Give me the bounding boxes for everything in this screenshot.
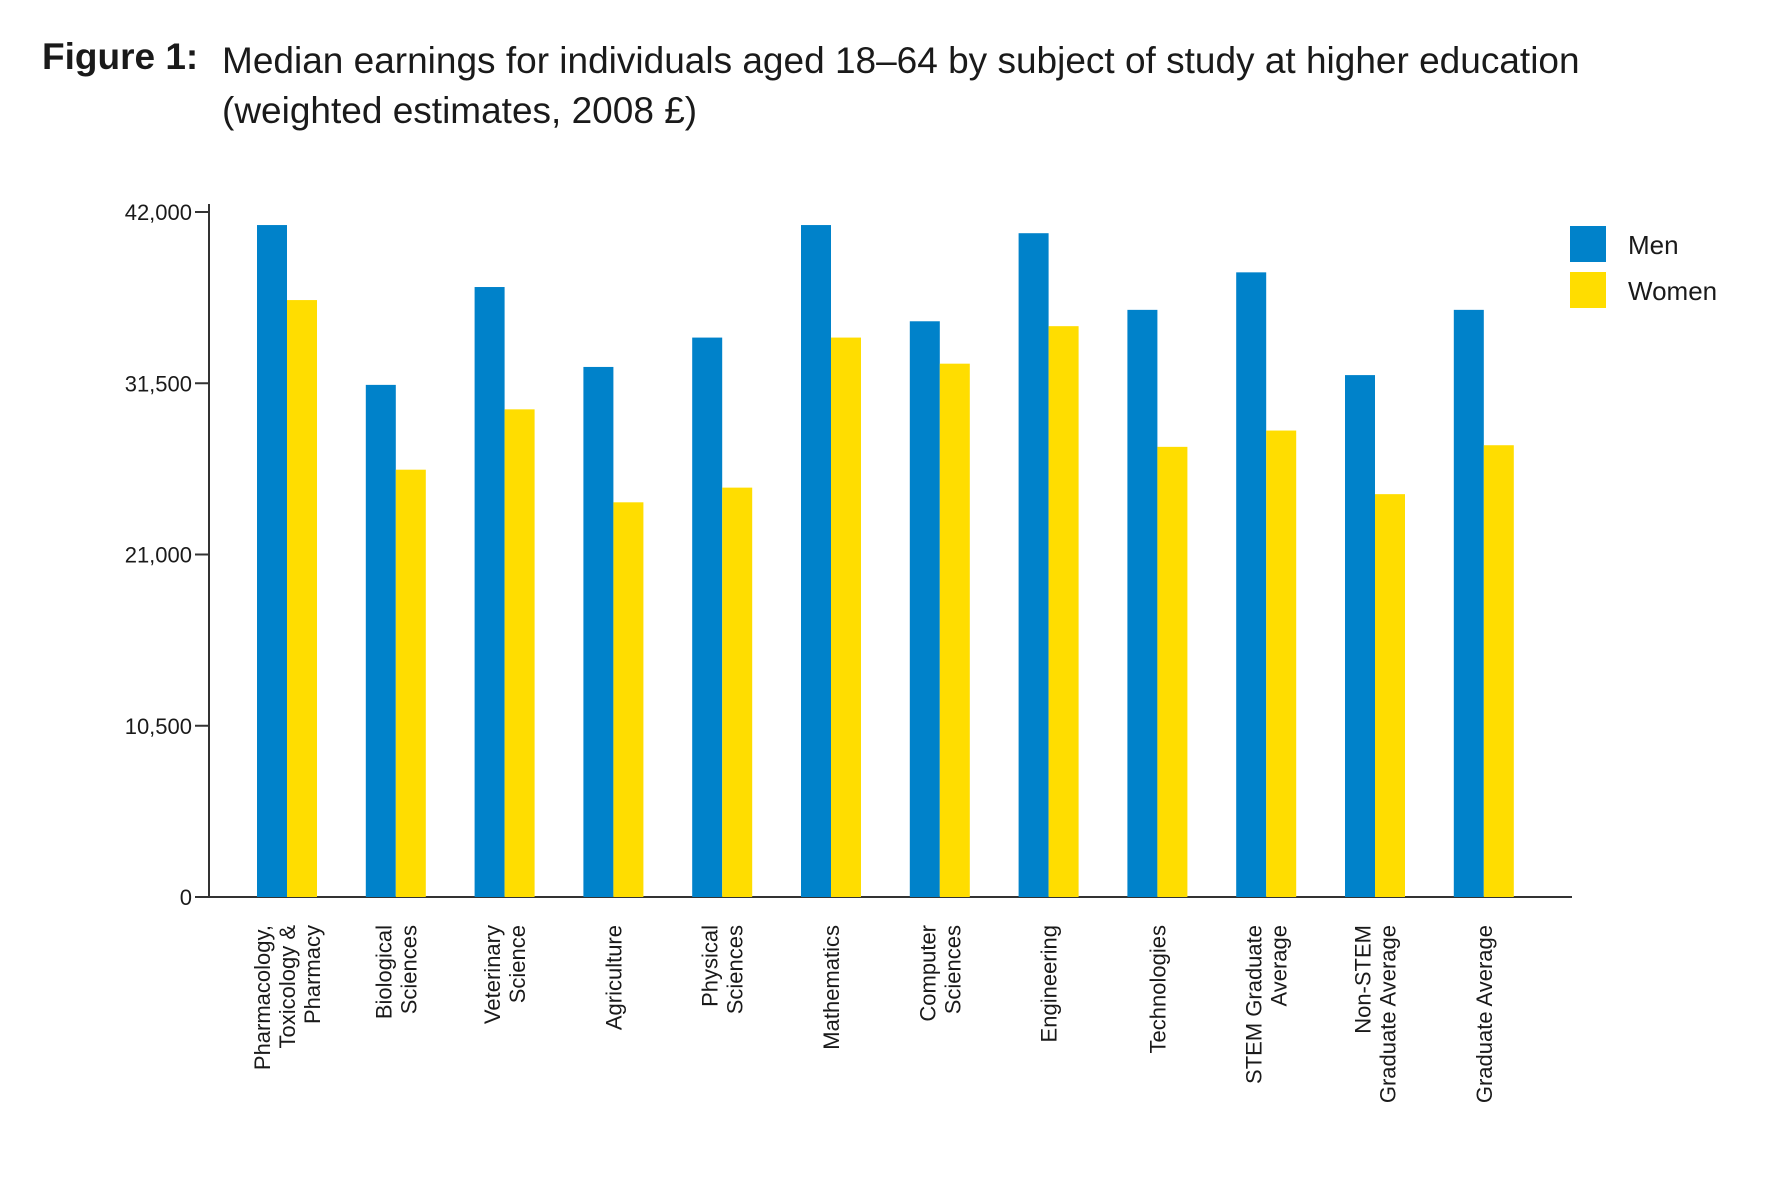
x-category-label-line: Mathematics xyxy=(819,925,844,1050)
x-category-label-line: Biological xyxy=(371,925,396,1019)
x-category-label-line: Pharmacy xyxy=(300,925,325,1024)
figure-label: Figure 1: xyxy=(42,36,199,77)
x-category-label: ComputerSciences xyxy=(915,925,965,1022)
x-category-label-line: Veterinary xyxy=(480,925,505,1024)
y-tick-label: 0 xyxy=(180,885,192,910)
figure-title: Median earnings for individuals aged 18–… xyxy=(222,40,1580,131)
x-category-label-line: Non-STEM xyxy=(1351,925,1376,1034)
x-category-label: Non-STEMGraduate Average xyxy=(1351,925,1401,1103)
bar-women-7 xyxy=(1048,326,1079,898)
legend-label-women: Women xyxy=(1628,276,1717,306)
x-category-label: Pharmacology,Toxicology &Pharmacy xyxy=(250,925,325,1070)
x-category-label-line: Engineering xyxy=(1037,925,1062,1042)
bar-men-0 xyxy=(257,225,287,898)
bar-men-9 xyxy=(1236,272,1267,898)
x-category-label: BiologicalSciences xyxy=(371,925,421,1019)
x-category-label: Mathematics xyxy=(819,925,844,1050)
y-tick-label: 21,000 xyxy=(125,543,192,568)
bar-women-3 xyxy=(613,502,644,897)
y-tick-label: 42,000 xyxy=(125,200,192,225)
bar-men-1 xyxy=(365,384,396,897)
y-tick-label: 10,500 xyxy=(125,714,192,739)
bar-men-7 xyxy=(1018,233,1049,897)
bar-men-8 xyxy=(1127,309,1158,897)
x-category-label-line: Physical xyxy=(698,925,723,1007)
bar-men-5 xyxy=(801,225,831,898)
bar-women-8 xyxy=(1157,446,1188,897)
x-category-label: VeterinaryScience xyxy=(480,925,530,1024)
x-category-label: Agriculture xyxy=(601,925,626,1030)
bar-women-1 xyxy=(395,469,426,897)
legend-swatch-men xyxy=(1570,226,1606,262)
bar-women-6 xyxy=(939,363,970,897)
x-category-label: Technologies xyxy=(1145,925,1170,1053)
x-category-label-line: Technologies xyxy=(1145,925,1170,1053)
bar-women-11 xyxy=(1483,445,1514,897)
x-category-label: PhysicalSciences xyxy=(698,925,748,1014)
x-category-label-line: Sciences xyxy=(940,925,965,1014)
x-category-label-line: Graduate Average xyxy=(1472,925,1497,1103)
bar-men-4 xyxy=(692,337,723,897)
bar-men-10 xyxy=(1345,375,1375,898)
legend-swatch-women xyxy=(1570,272,1606,308)
bar-women-5 xyxy=(831,337,861,897)
x-category-label-line: STEM Graduate xyxy=(1242,925,1267,1084)
x-category-label-line: Science xyxy=(505,925,530,1003)
bar-men-6 xyxy=(909,321,940,897)
bar-women-10 xyxy=(1375,494,1405,897)
bar-women-2 xyxy=(504,409,535,897)
x-category-label-line: Agriculture xyxy=(601,925,626,1030)
bar-men-11 xyxy=(1453,309,1484,897)
x-category-label: Engineering xyxy=(1037,925,1062,1042)
y-tick-label: 31,500 xyxy=(125,371,192,396)
x-category-label: STEM GraduateAverage xyxy=(1242,925,1292,1084)
x-category-label-line: Computer xyxy=(915,925,940,1022)
legend-label-men: Men xyxy=(1628,230,1679,260)
bar-men-3 xyxy=(583,366,614,897)
x-category-label-line: Sciences xyxy=(396,925,421,1014)
x-category-label-line: Sciences xyxy=(723,925,748,1014)
bar-women-9 xyxy=(1266,430,1297,897)
bar-women-0 xyxy=(287,300,317,898)
x-category-label-line: Average xyxy=(1267,925,1292,1007)
x-category-label-line: Graduate Average xyxy=(1376,925,1401,1103)
bar-women-4 xyxy=(722,487,753,897)
x-category-label-line: Pharmacology, xyxy=(250,925,275,1070)
x-category-label-line: Toxicology & xyxy=(275,925,300,1049)
x-category-label: Graduate Average xyxy=(1472,925,1497,1103)
bar-men-2 xyxy=(474,287,505,897)
